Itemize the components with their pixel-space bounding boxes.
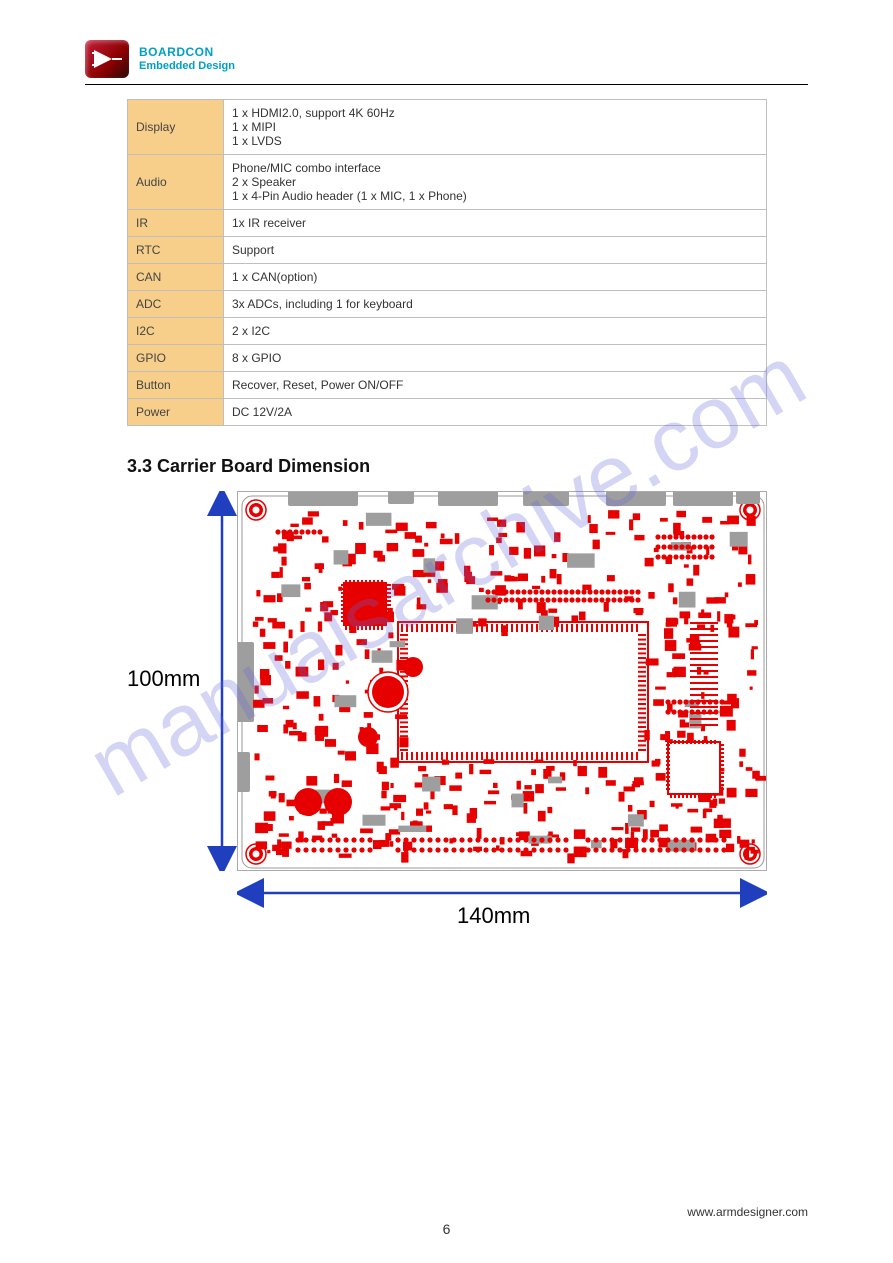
page-header: BOARDCON Embedded Design [85,40,808,85]
spec-key: Power [128,399,224,426]
table-row: ButtonRecover, Reset, Power ON/OFF [128,372,767,399]
spec-key: GPIO [128,345,224,372]
spec-value: 1 x CAN(option) [224,264,767,291]
spec-key: Display [128,100,224,155]
spec-key: IR [128,210,224,237]
table-row: CAN1 x CAN(option) [128,264,767,291]
footer-url: www.armdesigner.com [687,1205,808,1219]
board-dimension-diagram: 100mm 140mm [127,491,797,961]
spec-value: 3x ADCs, including 1 for keyboard [224,291,767,318]
spec-value: Recover, Reset, Power ON/OFF [224,372,767,399]
spec-key: CAN [128,264,224,291]
spec-key: Audio [128,155,224,210]
table-row: ADC3x ADCs, including 1 for keyboard [128,291,767,318]
spec-value: 2 x I2C [224,318,767,345]
spec-value: Support [224,237,767,264]
spec-key: Button [128,372,224,399]
brand-text: BOARDCON Embedded Design [139,46,235,71]
table-row: RTCSupport [128,237,767,264]
spec-value: 1x IR receiver [224,210,767,237]
spec-table: Display1 x HDMI2.0, support 4K 60Hz1 x M… [127,99,767,426]
spec-key: RTC [128,237,224,264]
spec-key: I2C [128,318,224,345]
spec-value: 8 x GPIO [224,345,767,372]
table-row: PowerDC 12V/2A [128,399,767,426]
spec-value: Phone/MIC combo interface2 x Speaker1 x … [224,155,767,210]
brand-line1: BOARDCON [139,46,235,59]
spec-key: ADC [128,291,224,318]
spec-value: DC 12V/2A [224,399,767,426]
table-row: GPIO8 x GPIO [128,345,767,372]
dim-width-label: 140mm [457,903,530,929]
section-title: 3.3 Carrier Board Dimension [127,456,808,477]
table-row: I2C2 x I2C [128,318,767,345]
spec-value: 1 x HDMI2.0, support 4K 60Hz1 x MIPI1 x … [224,100,767,155]
table-row: IR1x IR receiver [128,210,767,237]
table-row: Display1 x HDMI2.0, support 4K 60Hz1 x M… [128,100,767,155]
table-row: AudioPhone/MIC combo interface2 x Speake… [128,155,767,210]
dim-height-label: 100mm [127,666,200,692]
brand-logo-icon [85,40,129,78]
page-number: 6 [0,1221,893,1237]
pcb-board [237,491,767,871]
brand-line2: Embedded Design [139,60,235,72]
